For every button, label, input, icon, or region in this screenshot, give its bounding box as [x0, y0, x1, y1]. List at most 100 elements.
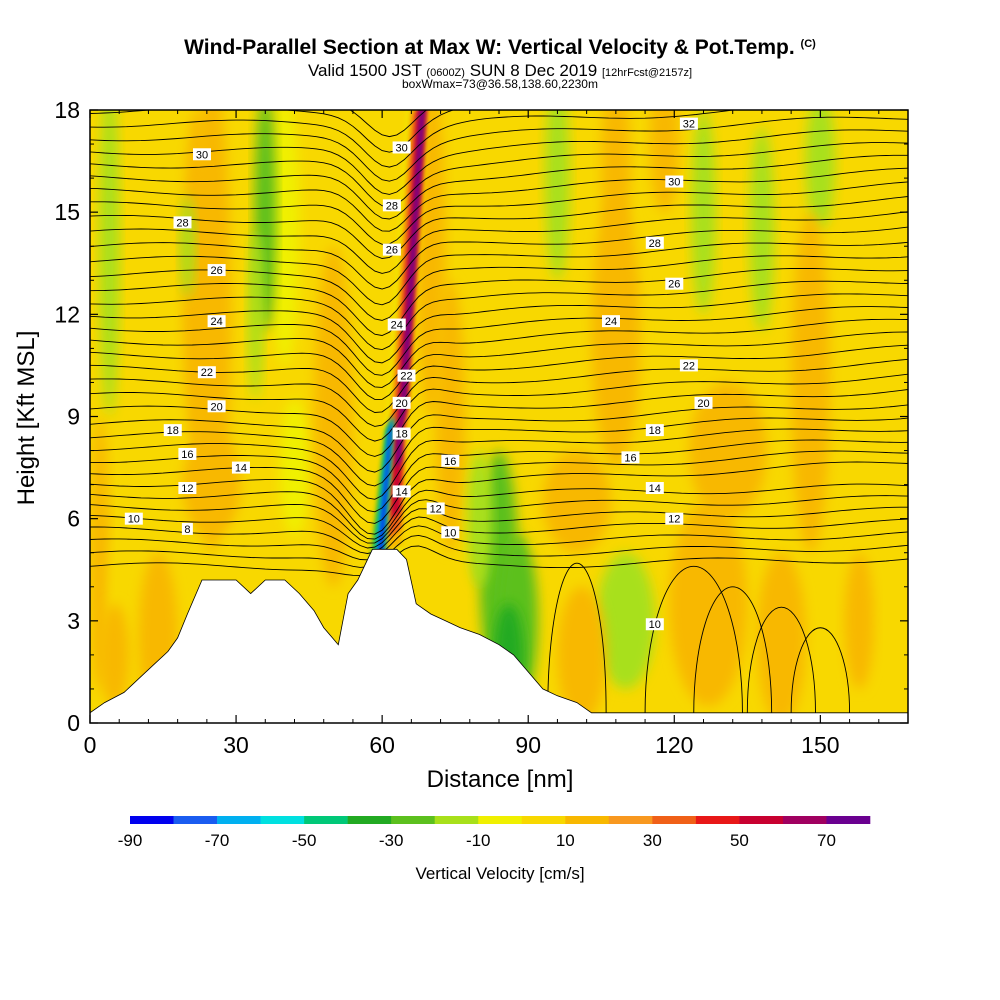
colorbar-tick-label-4: -10	[466, 831, 491, 850]
x-axis: 0 30 60 90 120 150	[84, 110, 880, 758]
contour-label-19: 16	[441, 454, 460, 468]
theta-contour-29	[90, 167, 908, 232]
contour-label-17: 20	[392, 396, 411, 410]
svg-text:16: 16	[444, 456, 456, 468]
x-tick-label-4: 120	[655, 732, 693, 758]
svg-text:10: 10	[128, 514, 140, 526]
theta-contour-24	[90, 241, 908, 306]
svg-text:14: 14	[395, 486, 407, 498]
svg-text:14: 14	[235, 463, 247, 475]
svg-text:18: 18	[649, 425, 661, 437]
contour-label-7: 16	[178, 447, 197, 461]
svg-text:18: 18	[167, 425, 179, 437]
contour-label-9: 12	[178, 482, 197, 495]
chart-subtitle: Valid 1500 JST (0600Z) SUN 8 Dec 2019 [1…	[307, 61, 693, 80]
svg-text:18: 18	[395, 429, 407, 441]
colorbar-swatch-9	[521, 816, 566, 824]
colorbar-swatch-14	[739, 816, 784, 824]
theta-contour-26	[90, 211, 908, 274]
svg-text:20: 20	[395, 398, 407, 410]
theta-contour-20	[90, 293, 908, 364]
theta-low-contour-2	[746, 606, 816, 713]
w-region-9	[99, 603, 129, 706]
svg-text:14: 14	[649, 483, 661, 495]
contour-label-13: 28	[382, 199, 401, 212]
theta-contour-6	[90, 483, 908, 540]
theta-contour-32	[90, 129, 908, 195]
w-region-29	[805, 110, 835, 230]
svg-text:22: 22	[400, 371, 412, 383]
colorbar-swatch-10	[565, 816, 610, 824]
theta-low-contour-1	[693, 586, 773, 713]
svg-text:20: 20	[210, 401, 222, 413]
w-region-33	[669, 501, 748, 706]
y-axis: 0 3 6 9 12 15 18	[54, 97, 908, 736]
contour-label-27: 24	[601, 315, 620, 328]
svg-text:24: 24	[605, 316, 617, 328]
colorbar-tick-label-7: 50	[730, 831, 749, 850]
svg-text:30: 30	[668, 177, 680, 189]
contour-label-16: 22	[397, 369, 416, 383]
svg-text:12: 12	[668, 514, 680, 526]
svg-text:20: 20	[697, 398, 709, 410]
theta-contour-23	[90, 255, 908, 321]
plot-area: 30 28 26 24 22 20 18 16 14 12 10 8 30 28 26 24 22 20 18 16 1…	[90, 110, 908, 723]
colorbar-swatch-8	[478, 816, 523, 824]
w-region-12	[279, 399, 310, 536]
contour-label-0: 30	[192, 148, 211, 161]
w-region-34	[688, 382, 767, 519]
y-tick-label-0: 0	[67, 710, 80, 736]
x-tick-label-3: 90	[515, 732, 541, 758]
y-tick-label-3: 9	[67, 404, 80, 430]
contour-label-30: 18	[645, 424, 664, 437]
theta-contour-25	[90, 226, 908, 290]
svg-text:30: 30	[395, 142, 407, 154]
colorbar-tick-label-6: 30	[643, 831, 662, 850]
contour-label-10: 10	[124, 512, 143, 526]
w-region-19	[467, 450, 492, 587]
colorbar-tick-label-0: -90	[118, 831, 143, 850]
svg-text:28: 28	[649, 238, 661, 250]
colorbar-swatch-7	[434, 816, 479, 824]
colorbar-swatch-13	[695, 816, 740, 824]
contour-label-3: 24	[207, 315, 226, 328]
colorbar-tick-label-3: -30	[379, 831, 404, 850]
contour-label-20: 14	[392, 485, 411, 498]
colorbar-title: Vertical Velocity [cm/s]	[415, 864, 585, 883]
contour-label-4: 22	[197, 366, 216, 379]
svg-text:26: 26	[210, 265, 222, 277]
colorbar-swatch-12	[652, 816, 697, 824]
colorbar-tick-label-8: 70	[817, 831, 836, 850]
colorbar-swatch-2	[217, 816, 261, 824]
svg-text:28: 28	[386, 200, 398, 212]
theta-contour-31	[90, 142, 908, 208]
contour-label-15: 24	[387, 318, 406, 332]
svg-text:26: 26	[668, 279, 680, 291]
w-region-30	[791, 212, 831, 553]
chart-subtitle-2: boxWmax=73@36.58,138.60,2230m	[402, 77, 598, 91]
y-tick-label-1: 3	[67, 608, 80, 634]
y-tick-label-4: 12	[54, 301, 80, 327]
theta-contour-33	[90, 116, 908, 182]
theta-contour-12	[90, 404, 908, 473]
svg-text:8: 8	[184, 524, 190, 536]
contour-label-22: 10	[441, 526, 460, 539]
svg-text:22: 22	[683, 360, 695, 372]
theta-contour-34	[90, 110, 738, 168]
w-region-25	[557, 586, 607, 723]
downdraft-band-3	[377, 416, 393, 567]
theta-contour-14	[90, 373, 908, 442]
theta-contour-17	[90, 331, 908, 400]
w-region-32	[844, 552, 874, 689]
w-region-3	[270, 110, 300, 366]
x-tick-label-1: 30	[223, 732, 249, 758]
theta-contour-3	[90, 516, 908, 554]
w-region-23	[591, 195, 641, 468]
theta-contour-4	[90, 506, 908, 549]
colorbar-swatch-0	[130, 816, 174, 824]
svg-text:24: 24	[210, 316, 222, 328]
contour-labels: 30 28 26 24 22 20 18 16 14 12 10 8 30 28 26 24 22 20 18 16 1…	[124, 117, 713, 631]
x-tick-label-5: 150	[801, 732, 839, 758]
colorbar-swatch-4	[304, 816, 348, 824]
contour-label-33: 12	[665, 512, 684, 526]
